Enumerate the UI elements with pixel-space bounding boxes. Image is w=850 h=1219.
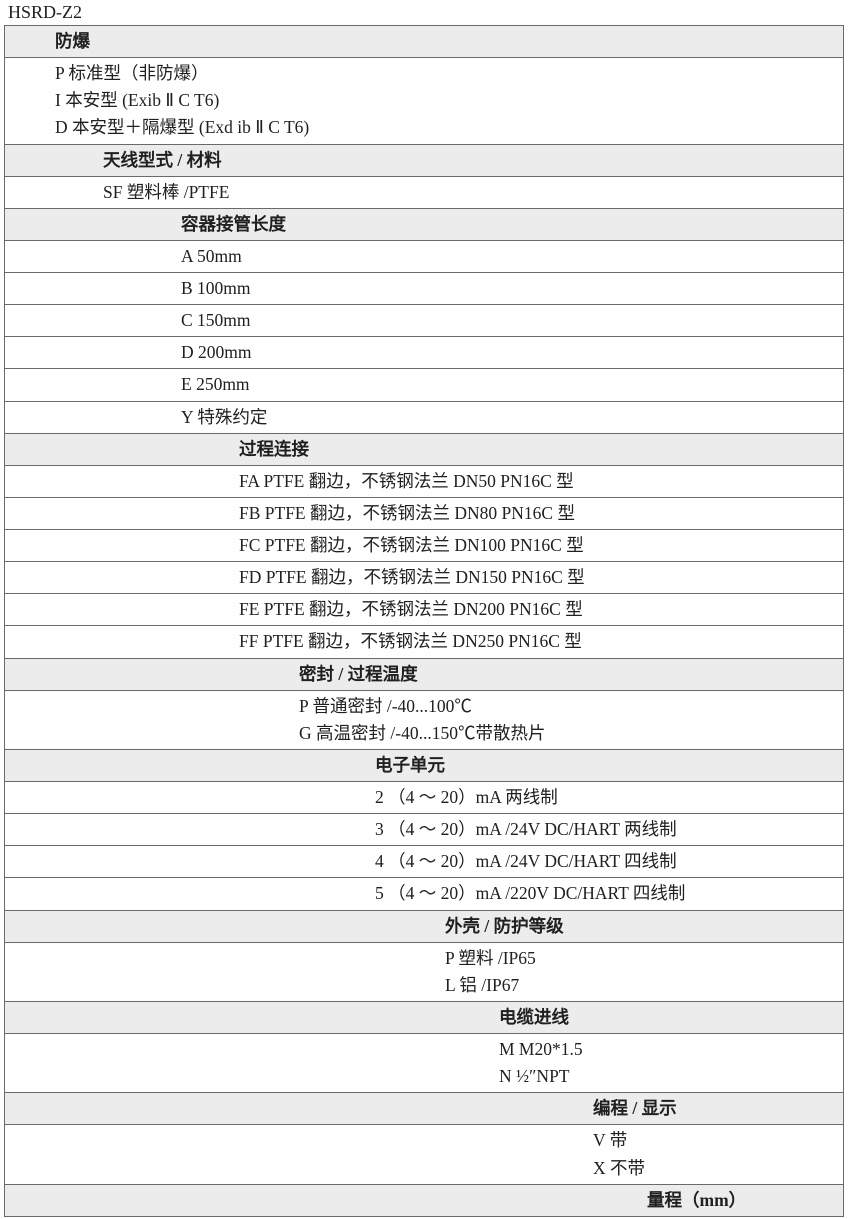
option-item: P 塑料 /IP65 bbox=[445, 945, 843, 972]
option-item: E 250mm bbox=[5, 369, 844, 401]
option-item: G 高温密封 /-40...150℃带散热片 bbox=[299, 720, 843, 747]
option-item: A 50mm bbox=[5, 240, 844, 272]
section-items: P 标准型（非防爆）I 本安型 (Exib Ⅱ C T6)D 本安型＋隔爆型 (… bbox=[5, 58, 844, 144]
option-item: SF 塑料棒 /PTFE bbox=[103, 179, 843, 206]
section-items: P 普通密封 /-40...100℃G 高温密封 /-40...150℃带散热片 bbox=[5, 690, 844, 749]
section-header: 电子单元 bbox=[5, 749, 844, 781]
option-item: FE PTFE 翻边，不锈钢法兰 DN200 PN16C 型 bbox=[5, 594, 844, 626]
option-item: FB PTFE 翻边，不锈钢法兰 DN80 PN16C 型 bbox=[5, 497, 844, 529]
section-header: 密封 / 过程温度 bbox=[5, 658, 844, 690]
section-items: P 塑料 /IP65L 铝 /IP67 bbox=[5, 942, 844, 1001]
section-items: M M20*1.5N ½″NPT bbox=[5, 1034, 844, 1093]
spec-table: 防爆P 标准型（非防爆）I 本安型 (Exib Ⅱ C T6)D 本安型＋隔爆型… bbox=[4, 25, 844, 1217]
option-item: 2 （4 ～ 20）mA 两线制 bbox=[5, 782, 844, 814]
model-code: HSRD-Z2 bbox=[4, 2, 846, 25]
section-header: 编程 / 显示 bbox=[5, 1093, 844, 1125]
option-item: D 本安型＋隔爆型 (Exd ib Ⅱ C T6) bbox=[55, 114, 843, 141]
option-item: P 普通密封 /-40...100℃ bbox=[299, 693, 843, 720]
section-header: 天线型式 / 材料 bbox=[5, 144, 844, 176]
section-header: 防爆 bbox=[5, 26, 844, 58]
option-item: L 铝 /IP67 bbox=[445, 972, 843, 999]
section-items: SF 塑料棒 /PTFE bbox=[5, 176, 844, 208]
section-items: V 带X 不带 bbox=[5, 1125, 844, 1184]
option-item: B 100mm bbox=[5, 273, 844, 305]
option-item: 5 （4 ～ 20）mA /220V DC/HART 四线制 bbox=[5, 878, 844, 910]
section-header: 外壳 / 防护等级 bbox=[5, 910, 844, 942]
option-item: X 不带 bbox=[593, 1155, 843, 1182]
option-item: V 带 bbox=[593, 1127, 843, 1154]
option-item: 3 （4 ～ 20）mA /24V DC/HART 两线制 bbox=[5, 814, 844, 846]
section-header: 过程连接 bbox=[5, 433, 844, 465]
option-item: I 本安型 (Exib Ⅱ C T6) bbox=[55, 87, 843, 114]
option-item: M M20*1.5 bbox=[499, 1036, 843, 1063]
section-header: 电缆进线 bbox=[5, 1001, 844, 1033]
option-item: N ½″NPT bbox=[499, 1063, 843, 1090]
option-item: FA PTFE 翻边，不锈钢法兰 DN50 PN16C 型 bbox=[5, 465, 844, 497]
option-item: Y 特殊约定 bbox=[5, 401, 844, 433]
section-header: 容器接管长度 bbox=[5, 208, 844, 240]
option-item: D 200mm bbox=[5, 337, 844, 369]
option-item: FF PTFE 翻边，不锈钢法兰 DN250 PN16C 型 bbox=[5, 626, 844, 658]
option-item: FD PTFE 翻边，不锈钢法兰 DN150 PN16C 型 bbox=[5, 562, 844, 594]
section-header: 量程（mm） bbox=[5, 1184, 844, 1216]
option-item: 4 （4 ～ 20）mA /24V DC/HART 四线制 bbox=[5, 846, 844, 878]
option-item: FC PTFE 翻边，不锈钢法兰 DN100 PN16C 型 bbox=[5, 530, 844, 562]
option-item: P 标准型（非防爆） bbox=[55, 60, 843, 87]
option-item: C 150mm bbox=[5, 305, 844, 337]
